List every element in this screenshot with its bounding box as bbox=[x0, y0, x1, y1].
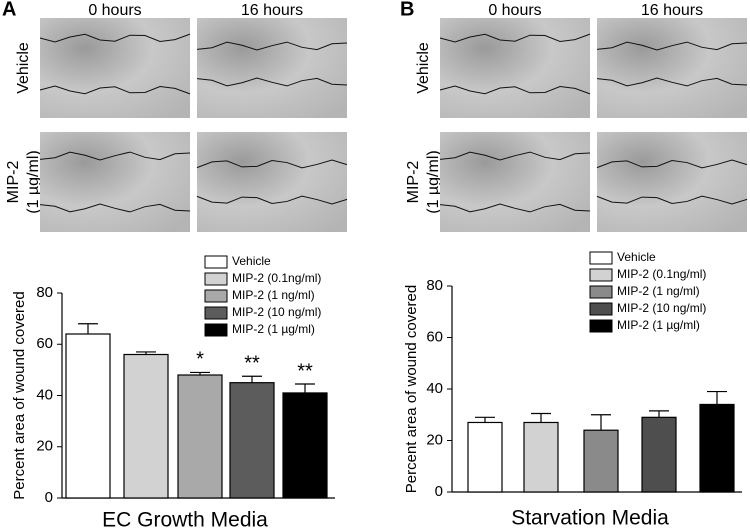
wound-edge bbox=[39, 33, 191, 43]
row-label: (1 µg/ml) bbox=[25, 150, 42, 213]
legend-swatch bbox=[204, 323, 228, 337]
row-label: Vehicle bbox=[15, 42, 32, 94]
y-tick-label: 40 bbox=[426, 380, 443, 397]
micrograph bbox=[197, 18, 347, 118]
y-tick-label: 60 bbox=[36, 335, 53, 352]
wound-edge bbox=[596, 159, 748, 169]
micrograph bbox=[40, 18, 190, 118]
wound-edge bbox=[439, 151, 591, 161]
legend-swatch bbox=[204, 306, 228, 320]
legend-swatch bbox=[204, 289, 228, 303]
legend-swatch bbox=[589, 302, 613, 316]
legend-label: Vehicle bbox=[232, 254, 271, 268]
y-axis-label: Percent area of wound covered bbox=[11, 291, 28, 499]
column-label: 16 hours bbox=[641, 2, 703, 19]
y-tick-label: 20 bbox=[36, 438, 53, 455]
row-label: (1 µg/ml) bbox=[425, 150, 442, 213]
legend-swatch bbox=[204, 272, 228, 286]
wound-edge bbox=[196, 77, 348, 87]
legend-label: MIP-2 (10 ng/ml) bbox=[617, 301, 706, 315]
y-tick-label: 40 bbox=[36, 386, 53, 403]
row-label: Vehicle bbox=[415, 42, 432, 94]
bar bbox=[65, 333, 111, 499]
bar bbox=[467, 421, 503, 493]
legend-label: MIP-2 (1 µg/ml) bbox=[617, 318, 700, 332]
legend-label: MIP-2 (1 µg/ml) bbox=[232, 322, 315, 336]
row-label: MIP-2 bbox=[405, 161, 422, 204]
micrograph bbox=[440, 132, 590, 232]
micrograph bbox=[440, 18, 590, 118]
y-tick-label: 80 bbox=[36, 284, 53, 301]
column-label: 0 hours bbox=[488, 2, 541, 19]
panel-label: B bbox=[400, 0, 414, 20]
micrograph bbox=[597, 132, 747, 232]
row-label: MIP-2 bbox=[5, 161, 22, 204]
chart-title: Starvation Media bbox=[511, 507, 669, 530]
wound-edge bbox=[39, 85, 191, 95]
legend-label: MIP-2 (1 ng/ml) bbox=[232, 288, 315, 302]
wound-edge bbox=[596, 195, 748, 205]
micrograph bbox=[40, 132, 190, 232]
legend-swatch bbox=[204, 255, 228, 269]
bar bbox=[123, 353, 169, 499]
wound-edge bbox=[39, 203, 191, 213]
bar bbox=[177, 374, 223, 499]
bar bbox=[699, 403, 735, 493]
wound-edge bbox=[196, 195, 348, 205]
y-tick-label: 20 bbox=[426, 431, 443, 448]
wound-edge bbox=[39, 151, 191, 161]
legend-label: Vehicle bbox=[617, 250, 656, 264]
legend-swatch bbox=[589, 251, 613, 265]
legend-label: MIP-2 (10 ng/ml) bbox=[232, 305, 321, 319]
column-label: 0 hours bbox=[88, 2, 141, 19]
chart-title: EC Growth Media bbox=[102, 509, 268, 532]
column-label: 16 hours bbox=[241, 2, 303, 19]
legend-label: MIP-2 (1 ng/ml) bbox=[617, 284, 700, 298]
legend-swatch bbox=[589, 285, 613, 299]
wound-edge bbox=[596, 41, 748, 51]
wound-edge bbox=[439, 33, 591, 43]
wound-edge bbox=[439, 203, 591, 213]
micrograph bbox=[197, 132, 347, 232]
y-tick-label: 0 bbox=[45, 489, 53, 506]
legend-swatch bbox=[589, 268, 613, 282]
y-tick-label: 0 bbox=[435, 483, 443, 500]
legend-label: MIP-2 (0.1ng/ml) bbox=[232, 271, 321, 285]
bar bbox=[229, 382, 275, 499]
panel-label: A bbox=[2, 0, 16, 20]
bar bbox=[523, 421, 559, 493]
wound-edge bbox=[596, 77, 748, 87]
bar bbox=[583, 429, 619, 493]
bar bbox=[641, 416, 677, 493]
legend-swatch bbox=[589, 319, 613, 333]
micrograph bbox=[597, 18, 747, 118]
y-tick-label: 80 bbox=[426, 277, 443, 294]
bar bbox=[282, 392, 328, 499]
y-axis-label: Percent area of wound covered bbox=[403, 285, 420, 493]
wound-edge bbox=[196, 41, 348, 51]
wound-edge bbox=[196, 159, 348, 169]
significance: * bbox=[196, 349, 204, 371]
significance: ** bbox=[297, 360, 313, 382]
y-tick-label: 60 bbox=[426, 328, 443, 345]
legend-label: MIP-2 (0.1ng/ml) bbox=[617, 267, 706, 281]
wound-edge bbox=[439, 85, 591, 95]
significance: ** bbox=[244, 353, 260, 375]
